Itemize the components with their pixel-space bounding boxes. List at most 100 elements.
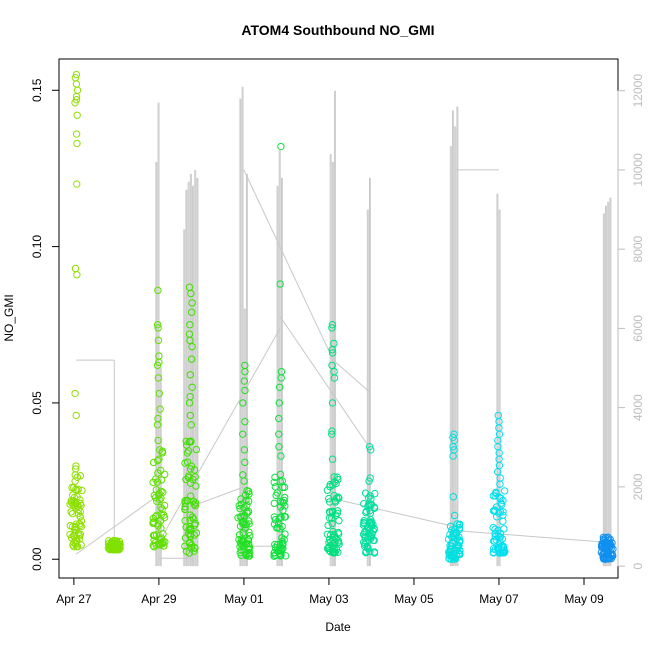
data-point <box>190 500 198 509</box>
data-point <box>271 551 279 559</box>
data-point <box>73 111 81 119</box>
data-point <box>239 399 247 407</box>
altitude-line-segment <box>75 494 160 555</box>
data-point <box>191 499 200 507</box>
data-point <box>185 539 194 548</box>
data-point <box>241 524 249 533</box>
x-tick-label: May 01 <box>224 592 264 606</box>
data-point <box>187 541 196 549</box>
data-point <box>497 501 506 509</box>
y2-tick-label: 0 <box>631 562 645 569</box>
data-point <box>72 130 81 138</box>
data-point <box>328 519 336 528</box>
data-point <box>72 462 80 470</box>
data-point <box>241 386 249 395</box>
data-point <box>366 492 374 500</box>
data-point <box>490 537 499 545</box>
data-point <box>370 549 379 557</box>
data-point <box>186 321 194 329</box>
data-point <box>183 458 192 466</box>
data-point <box>73 139 81 148</box>
data-point <box>159 542 168 550</box>
data-point <box>69 483 78 492</box>
data-point <box>456 520 464 528</box>
data-point <box>157 503 165 512</box>
data-point <box>71 389 79 398</box>
data-point <box>280 536 288 544</box>
data-point <box>191 519 200 528</box>
data-point <box>182 547 191 555</box>
data-point <box>71 99 79 107</box>
altitude-line-segment <box>332 359 370 393</box>
data-point <box>455 521 463 529</box>
data-point <box>277 452 285 460</box>
data-point <box>278 537 286 546</box>
data-point <box>71 523 79 531</box>
data-point <box>73 271 81 279</box>
data-point <box>275 414 283 423</box>
data-point <box>156 541 164 549</box>
data-point <box>191 501 200 510</box>
data-point <box>332 494 341 502</box>
data-point <box>271 473 279 481</box>
data-point <box>323 530 332 538</box>
data-point <box>362 507 371 516</box>
data-point <box>332 511 340 519</box>
data-point <box>328 455 337 463</box>
data-point <box>73 180 81 188</box>
data-point <box>186 411 195 420</box>
data-point <box>366 509 375 517</box>
data-point <box>154 336 163 345</box>
data-point <box>364 502 372 510</box>
data-point <box>328 430 336 438</box>
data-point <box>449 493 457 501</box>
data-point <box>326 531 335 539</box>
data-point <box>188 383 196 391</box>
data-point <box>277 546 285 555</box>
data-point <box>154 522 162 530</box>
data-point <box>184 447 193 455</box>
data-point <box>149 478 157 487</box>
data-point <box>271 483 280 491</box>
data-point <box>75 535 84 543</box>
data-point <box>185 399 194 407</box>
data-point <box>329 535 337 544</box>
data-point <box>160 511 168 519</box>
data-point <box>241 367 249 376</box>
data-point <box>328 321 337 329</box>
x-axis: Apr 27 Apr 29 May 01 May 03 May 05 May 07 May … <box>56 577 604 606</box>
data-point <box>187 421 195 429</box>
data-point <box>151 493 160 502</box>
data-point <box>275 515 283 523</box>
data-point <box>155 540 163 548</box>
data-point <box>490 507 499 515</box>
data-point <box>186 516 194 524</box>
data-point <box>280 496 288 505</box>
data-point <box>185 526 193 534</box>
data-point <box>270 499 279 508</box>
data-point <box>72 533 81 542</box>
data-point <box>241 417 249 426</box>
data-point <box>277 374 285 382</box>
data-point <box>149 458 158 467</box>
data-point <box>330 545 338 553</box>
data-point <box>153 321 162 329</box>
data-point <box>451 532 459 540</box>
data-point <box>272 491 280 500</box>
data-point <box>360 517 368 525</box>
data-point <box>188 299 196 307</box>
y-tick-label: 0.10 <box>30 235 44 259</box>
data-point <box>500 487 509 495</box>
data-point <box>153 478 162 486</box>
data-point <box>157 487 165 496</box>
altitude-line-segment <box>279 316 370 448</box>
y2-tick-label: 8000 <box>631 235 645 262</box>
x-tick-label: May 05 <box>394 592 434 606</box>
data-point <box>151 539 159 547</box>
data-point <box>370 536 378 545</box>
data-point <box>270 552 278 560</box>
data-point <box>362 547 370 556</box>
data-point <box>270 520 279 528</box>
